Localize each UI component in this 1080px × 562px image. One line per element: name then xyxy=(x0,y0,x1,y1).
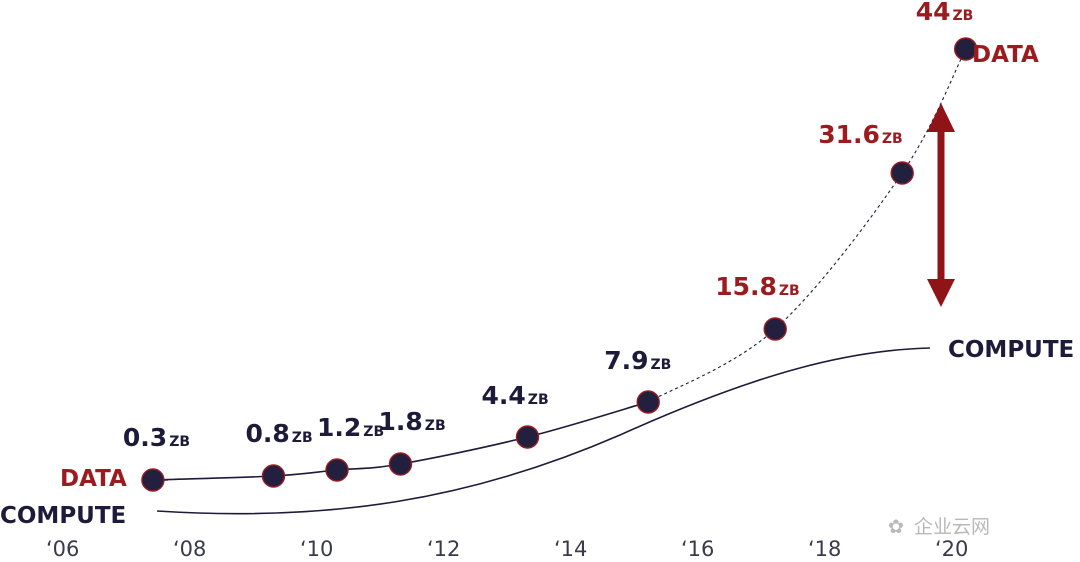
data-point-4-4 xyxy=(515,425,540,449)
gap-arrow-head-bottom xyxy=(927,279,955,307)
value-label-1-8: 1.8 ZB xyxy=(379,407,446,436)
x-tick-2010: ‘10 xyxy=(300,537,333,561)
data-point-31-6 xyxy=(890,161,914,185)
gap-arrow xyxy=(927,103,955,307)
data-point-15-8 xyxy=(763,317,787,341)
gap-arrow-head-top xyxy=(927,103,955,132)
data-series-label-left: DATA xyxy=(60,466,127,492)
data-points xyxy=(141,37,978,492)
value-label-7-9: 7.9 ZB xyxy=(604,346,671,375)
x-tick-2020: ‘20 xyxy=(935,537,968,561)
value-label-4-4: 4.4 ZB xyxy=(482,381,549,410)
value-label-1-2: 1.2 ZB xyxy=(317,413,384,442)
x-tick-2014: ‘14 xyxy=(554,537,587,561)
watermark-text: 企业云网 xyxy=(914,516,990,538)
value-label-0-8: 0.8 ZB xyxy=(246,419,313,448)
data-point-1-8 xyxy=(388,452,413,476)
value-label-44: 44 ZB xyxy=(916,0,974,26)
compute-series-label-right: COMPUTE xyxy=(948,337,1074,363)
value-label-0-3: 0.3 ZB xyxy=(123,423,190,452)
watermark: ✿ 企业云网 xyxy=(888,516,990,538)
x-tick-2018: ‘18 xyxy=(808,537,841,561)
x-tick-2012: ‘12 xyxy=(427,537,460,561)
compute-series-line xyxy=(156,347,931,515)
data-point-0-3 xyxy=(141,468,165,492)
x-tick-2016: ‘16 xyxy=(681,537,714,561)
data-point-44 xyxy=(954,37,978,61)
compute-series-label-left: COMPUTE xyxy=(0,503,126,529)
value-label-15-8: 15.8 ZB xyxy=(715,272,800,301)
data-series-label-right: DATA xyxy=(972,42,1039,68)
data-point-7-9 xyxy=(636,390,660,414)
watermark-logo-icon: ✿ xyxy=(888,516,904,538)
x-tick-2008: ‘08 xyxy=(173,537,206,561)
value-label-31-6: 31.6 ZB xyxy=(818,120,903,149)
data-point-0-8 xyxy=(261,464,286,488)
data-point-1-2 xyxy=(325,458,349,482)
x-tick-2006: ‘06 xyxy=(46,537,79,561)
x-axis-tick-labels: ‘06 ‘08 ‘10 ‘12 ‘14 ‘16 ‘18 ‘20 xyxy=(46,537,968,561)
data-value-labels: 0.3 ZB 0.8 ZB 1.2 ZB1.8 ZB 4.4 ZB 7.9 ZB 15.8 ZB 31.6… xyxy=(123,0,973,452)
